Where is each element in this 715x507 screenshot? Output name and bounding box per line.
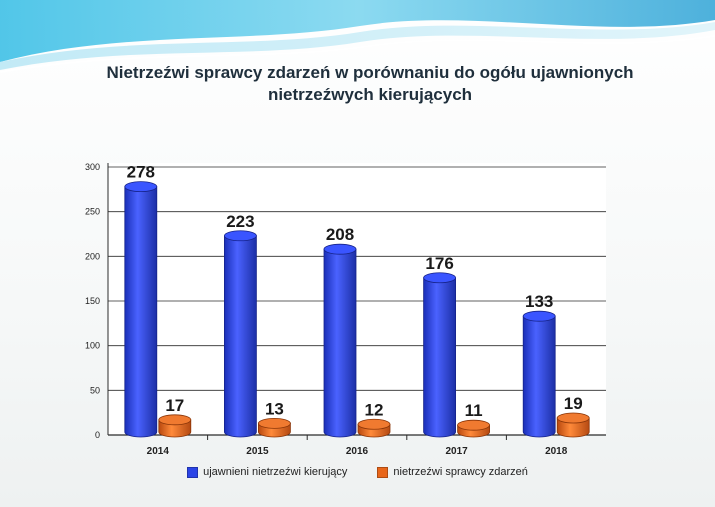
bar-series-1-2015 <box>223 230 257 438</box>
bar-top <box>522 310 556 322</box>
data-label: 223 <box>226 212 254 231</box>
bar-series-2-2015 <box>257 417 291 438</box>
bar-body <box>224 235 257 438</box>
bar-series-1-2014 <box>124 181 158 438</box>
data-label: 19 <box>564 394 583 413</box>
y-tick-label: 250 <box>85 207 100 217</box>
bar-series-2-2016 <box>357 418 391 438</box>
data-label: 133 <box>525 292 553 311</box>
bar-top <box>257 417 291 429</box>
bar-body <box>124 186 158 438</box>
data-label: 176 <box>425 254 453 273</box>
data-label: 208 <box>326 225 354 244</box>
bar-top <box>323 243 357 255</box>
data-label: 12 <box>365 400 384 419</box>
bar-series-1-2016 <box>323 243 357 438</box>
x-tick-label: 2015 <box>246 446 269 457</box>
bar-top <box>124 181 158 193</box>
legend-label-series-2: nietrzeźwi sprawcy zdarzeń <box>393 466 528 478</box>
bar-top <box>423 272 457 284</box>
bar-top <box>357 418 391 430</box>
bar-series-2-2014 <box>158 414 192 438</box>
bar-series-1-2018 <box>522 310 556 438</box>
legend-item-series-1: ujawnieni nietrzeźwi kierujący <box>187 466 347 478</box>
bar-top <box>556 412 590 424</box>
bar-body <box>323 248 357 438</box>
x-tick-label: 2016 <box>346 446 369 457</box>
x-tick-label: 2017 <box>445 446 468 457</box>
bar-series-2-2018 <box>556 412 590 438</box>
data-label: 13 <box>265 399 284 418</box>
legend: ujawnieni nietrzeźwi kierujący nietrzeźw… <box>0 466 715 478</box>
data-label: 17 <box>165 396 184 415</box>
data-label: 11 <box>465 401 483 420</box>
chart-title: Nietrzeźwi sprawcy zdarzeń w porównaniu … <box>106 63 634 104</box>
y-tick-label: 300 <box>85 162 100 172</box>
y-tick-label: 0 <box>95 430 100 440</box>
bar-body <box>423 277 456 438</box>
decorative-wave-header <box>0 0 715 73</box>
legend-swatch-orange <box>377 466 389 478</box>
bar-top <box>223 230 257 242</box>
bar-top <box>457 419 491 431</box>
x-tick-label: 2018 <box>545 446 568 457</box>
data-label: 278 <box>127 163 155 182</box>
legend-label-series-1: ujawnieni nietrzeźwi kierujący <box>203 466 348 478</box>
x-tick-label: 2014 <box>147 446 170 457</box>
bar-series-1-2017 <box>423 272 457 438</box>
bar-body <box>522 315 556 438</box>
y-tick-label: 50 <box>90 385 100 395</box>
legend-item-series-2: nietrzeźwi sprawcy zdarzeń <box>377 466 528 478</box>
bar-top <box>158 414 192 426</box>
y-tick-label: 200 <box>85 251 100 261</box>
bar-series-2-2017 <box>457 419 491 438</box>
y-tick-label: 150 <box>85 296 100 306</box>
y-tick-label: 100 <box>85 341 100 351</box>
legend-swatch-blue <box>187 466 199 478</box>
